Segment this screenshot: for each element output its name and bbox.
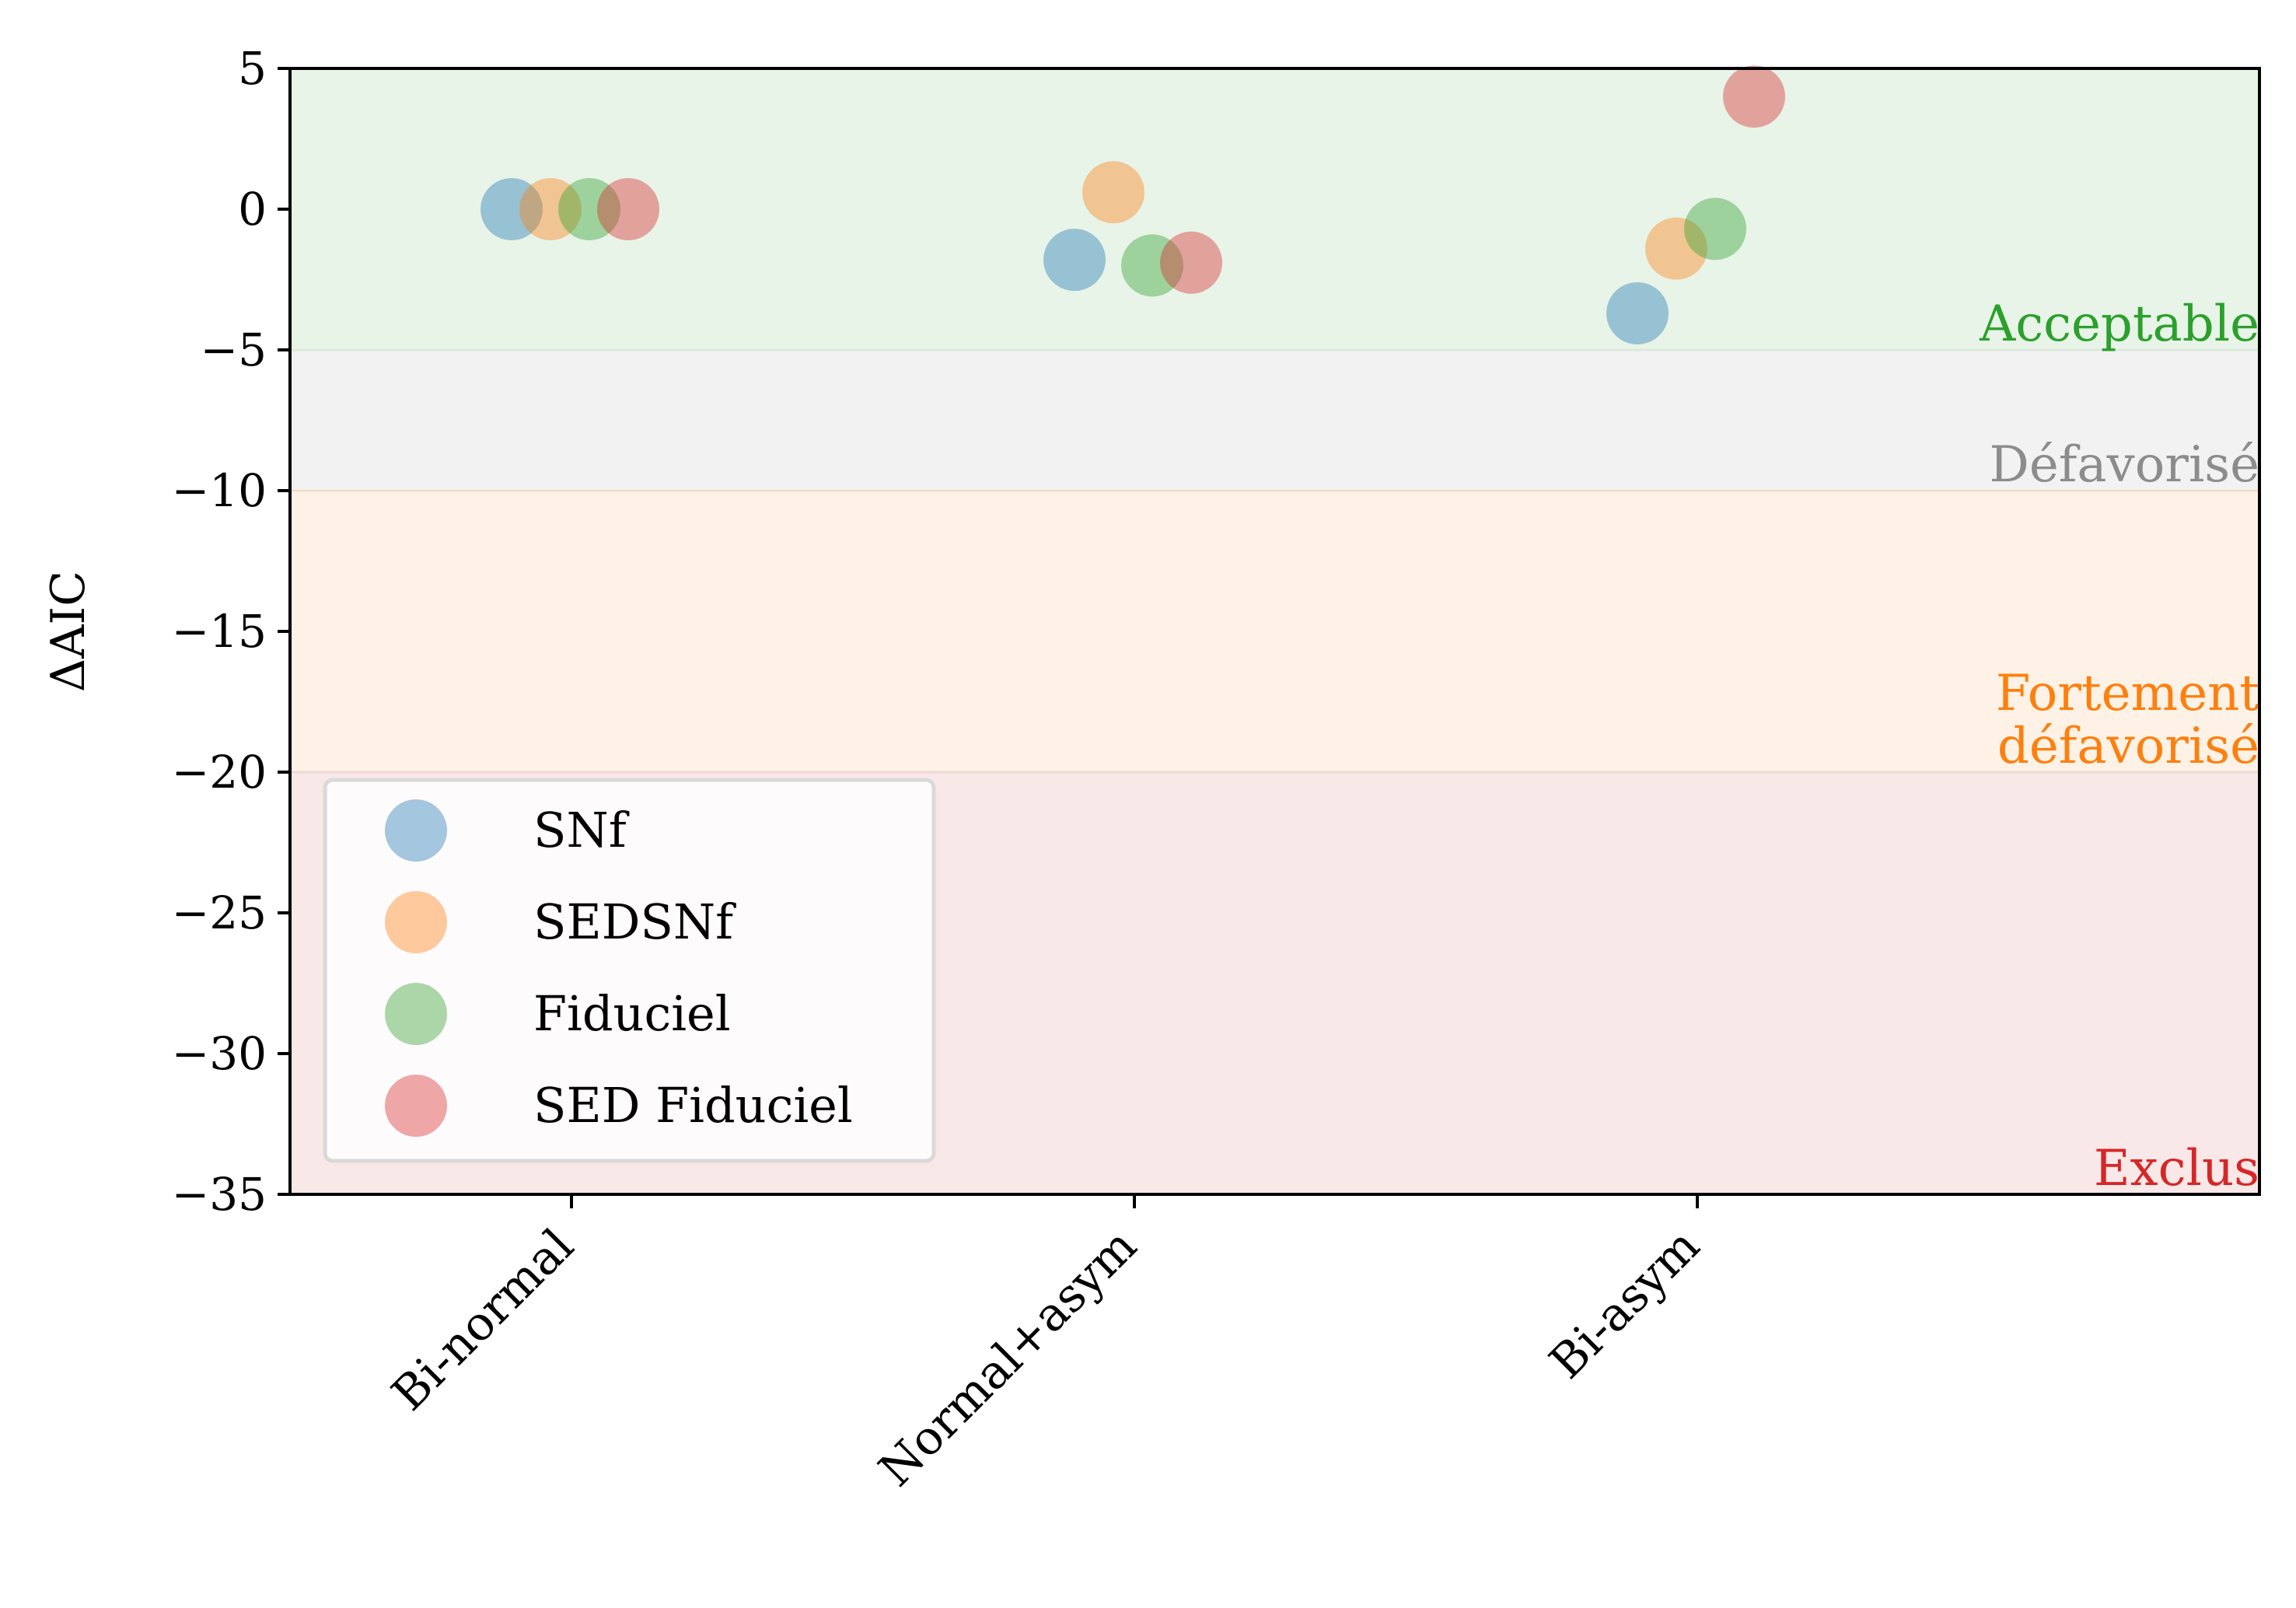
- band-label-line: Fortement: [1996, 665, 2259, 722]
- point-sedsnf-1: [1082, 161, 1145, 224]
- point-sedsnf-2: [1645, 217, 1707, 280]
- y-tick-label: 0: [238, 183, 267, 236]
- x-tick-label: Bi-normal: [382, 1218, 585, 1421]
- legend-box: [323, 778, 936, 1163]
- x-axis: Bi-normal Normal+asym Bi-asym: [382, 1194, 1711, 1497]
- band-label-1: Défavorisé: [1990, 436, 2260, 494]
- band-label-0: Acceptable: [1979, 295, 2259, 353]
- legend-marker: [385, 891, 447, 953]
- point-snf-1: [1043, 229, 1106, 292]
- y-tick-label: −10: [172, 464, 267, 517]
- y-tick-label: −5: [201, 323, 267, 376]
- y-tick-label: −35: [172, 1168, 267, 1221]
- legend-marker: [385, 983, 447, 1045]
- y-tick-label: −20: [172, 746, 267, 799]
- point-sed-fiduciel-2: [1723, 65, 1785, 128]
- y-tick-label: 5: [238, 42, 267, 95]
- point-sedsnf-0: [519, 178, 582, 240]
- point-sed-fiduciel-1: [1160, 231, 1222, 294]
- band-1: [290, 350, 2259, 491]
- band-label-2: Fortement défavorisé: [1996, 665, 2259, 775]
- band-label-line: Défavorisé: [1990, 436, 2260, 494]
- legend-marker: [385, 1075, 447, 1137]
- point-snf-0: [481, 178, 543, 240]
- legend-label: SED Fiduciel: [533, 1077, 853, 1134]
- legend-label: Fiduciel: [533, 985, 731, 1042]
- point-fiduciel-2: [1684, 198, 1746, 260]
- y-tick-label: −30: [172, 1027, 267, 1080]
- point-fiduciel-0: [558, 178, 620, 240]
- x-tick-label: Bi-asym: [1539, 1218, 1711, 1390]
- legend-marker: [385, 799, 447, 862]
- band-label-line: défavorisé: [1997, 718, 2259, 775]
- legend: SNf SEDSNf Fiduciel SED Fiduciel: [323, 778, 936, 1163]
- legend-label: SNf: [533, 802, 630, 858]
- y-axis: 5 0 −5 −10 −15 −20 −25 −30 −35: [172, 42, 290, 1221]
- data-points: [481, 65, 1785, 344]
- x-tick-label: Normal+asym: [868, 1218, 1147, 1497]
- band-2: [290, 491, 2259, 772]
- legend-label: SEDSNf: [533, 893, 736, 950]
- band-0: [290, 68, 2259, 350]
- y-tick-label: −25: [172, 886, 267, 939]
- y-tick-label: −15: [172, 605, 267, 658]
- point-sed-fiduciel-0: [597, 178, 659, 240]
- point-fiduciel-1: [1121, 234, 1183, 297]
- band-label-3: Exclus: [2094, 1140, 2259, 1197]
- band-labels: Acceptable Défavorisé Fortement défavorisé E…: [1979, 295, 2259, 1197]
- band-label-line: Acceptable: [1979, 295, 2259, 353]
- point-snf-2: [1606, 281, 1669, 344]
- y-axis-label: ΔAIC: [41, 571, 96, 692]
- band-label-line: Exclus: [2094, 1140, 2259, 1197]
